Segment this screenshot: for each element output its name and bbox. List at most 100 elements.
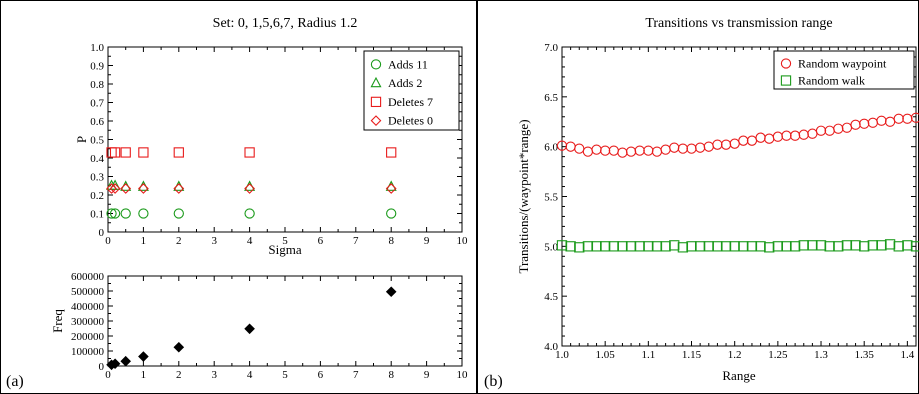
data-point [109,208,121,219]
chart-0: Set: 0, 1,5,6,7, Radius 1.2 0 1 2 3 4 5 6 7 8 9 10 0… [74,16,468,257]
data-point [781,241,792,252]
data-point [173,147,184,158]
x-tick-label: 10 [457,235,469,247]
y-tick-label: 5.0 [544,241,558,253]
data-point [109,358,121,370]
legend-box [773,50,915,90]
y-tick-label: 600000 [71,271,105,283]
data-point [244,147,255,158]
y-tick-label: 0.5 [90,135,104,147]
x-tick-label: 8 [388,369,394,381]
data-point [634,241,645,252]
chart-1: 0 1 2 3 4 5 6 7 8 9 100100000200000300000400000500… [50,271,468,381]
data-point [729,241,740,252]
data-point [669,240,680,251]
data-point [798,129,809,140]
x-tick-label: 3 [211,235,217,247]
data-point [669,142,680,153]
x-tick-label: 10 [457,369,469,381]
y-tick-label: 1.0 [90,42,104,54]
series-0 [106,208,397,219]
data-point [910,241,919,252]
legend-marker [780,75,792,86]
y-tick-label: 0.1 [90,209,104,221]
data-point [703,241,714,252]
data-point [106,183,117,194]
data-point [833,241,844,252]
y-tick-label: 0.3 [90,172,104,184]
data-point [385,180,397,191]
data-point [109,147,121,158]
x-tick-label: 0 [105,235,111,247]
legend-box [363,50,460,131]
data-point [138,183,149,194]
data-point [807,240,818,251]
data-point [859,118,870,129]
data-point [138,208,149,219]
data-point [386,208,397,219]
x-tick-label: 1.35 [855,349,875,361]
y-tick-label: 6.5 [544,92,558,104]
data-point [138,147,149,158]
data-point [772,131,784,142]
series-3 [106,183,397,194]
y-tick-label: 0 [99,227,105,239]
data-point [867,240,878,251]
y-axis-title: Transitions/(waypoint*range) [516,119,531,273]
data-point [556,240,568,251]
data-point [173,183,185,194]
legend-label: Deletes 0 [388,114,433,128]
x-tick-label: 1.1 [641,349,655,361]
data-point [574,242,585,253]
legend-label: Random waypoint [798,57,887,71]
x-tick-label: 3 [211,369,217,381]
data-point [591,241,602,252]
data-point [893,113,904,124]
data-point [764,242,775,253]
x-tick-label: 5 [282,235,288,247]
data-point [850,240,861,251]
legend-marker [370,59,382,70]
y-tick-label: 4.0 [544,341,558,353]
legend-marker [780,58,792,69]
x-tick-label: 7 [353,235,359,247]
panel-b-label: (b) [484,373,503,390]
data-point [677,242,689,253]
data-point [893,241,904,252]
data-point [386,147,397,158]
series-0 [106,286,397,371]
y-tick-label: 0.8 [90,79,104,91]
data-point [833,123,844,134]
x-tick-label: 1.0 [555,349,569,361]
data-point [600,241,611,252]
data-point [244,208,255,219]
x-tick-label: 1 [141,235,147,247]
data-point [746,135,758,146]
data-point [677,143,689,154]
data-point [617,147,628,158]
data-point [789,130,801,141]
y-tick-label: 0 [99,361,105,373]
series-2 [106,147,397,158]
data-point [120,208,131,219]
data-point [137,180,149,191]
x-tick-label: 1.2 [728,349,742,361]
data-point [884,239,896,250]
data-point [617,241,628,252]
data-point [385,286,397,298]
data-point [660,144,671,155]
legend-label: Deletes 7 [388,95,433,109]
data-point [565,141,576,152]
x-tick-label: 9 [424,235,430,247]
data-point [565,241,576,252]
x-tick-label: 4 [247,235,253,247]
x-tick-label: 8 [388,235,394,247]
y-tick-label: 0.7 [90,98,104,110]
legend-label: Random walk [798,74,865,88]
data-point [244,323,255,335]
data-point [634,145,645,156]
y-tick-label: 400000 [71,301,105,313]
legend-label: Adds 2 [388,76,422,90]
x-tick-label: 7 [353,369,359,381]
